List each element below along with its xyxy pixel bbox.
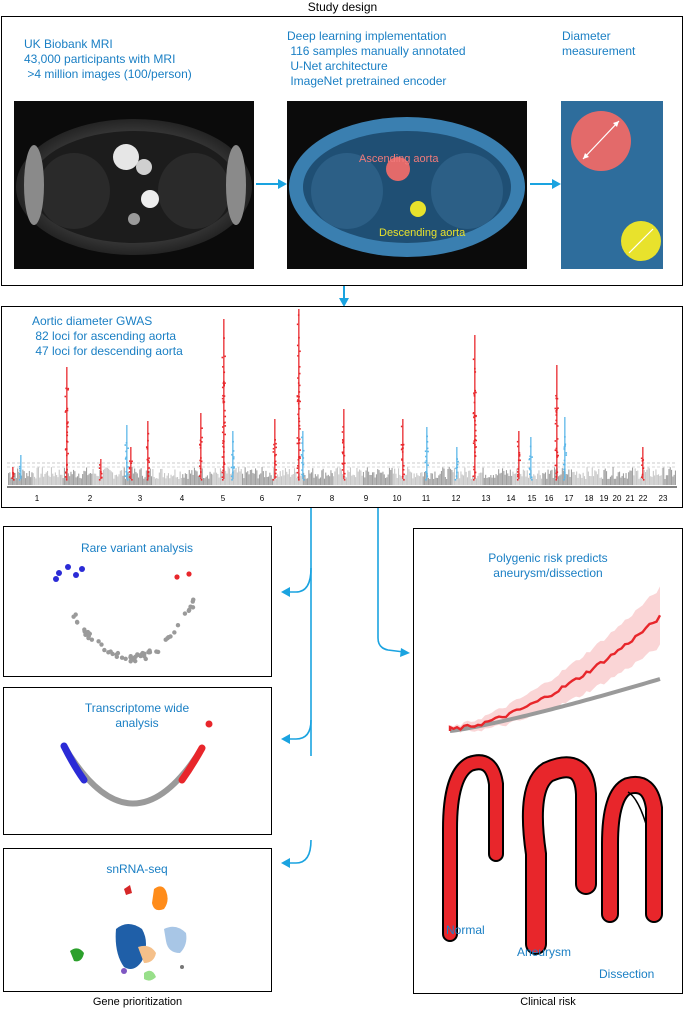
chromosome-label: 11 bbox=[421, 494, 431, 503]
rare-variant-title: Rare variant analysis bbox=[80, 541, 194, 555]
chromosome-label: 9 bbox=[363, 494, 369, 503]
chromosome-label: 21 bbox=[625, 494, 635, 503]
chromosome-label: 10 bbox=[392, 494, 402, 503]
branch-arrows-left bbox=[281, 567, 312, 868]
label-descending-aorta: Descending aorta bbox=[379, 227, 466, 239]
label-dissection: Dissection bbox=[599, 967, 655, 981]
study-design-box: UK Biobank MRI 43,000 participants with … bbox=[1, 16, 683, 286]
chromosome-label: 2 bbox=[87, 494, 93, 503]
chromosome-label: 15 bbox=[527, 494, 537, 503]
chromosome-label: 14 bbox=[506, 494, 516, 503]
panel3-title: Diameter bbox=[562, 29, 611, 43]
label-normal: Normal bbox=[446, 923, 485, 937]
chromosome-label: 19 bbox=[599, 494, 609, 503]
clinical-risk-title-line-1: Polygenic risk predicts bbox=[488, 551, 608, 565]
panel1-line-2: >4 million images (100/person) bbox=[24, 67, 192, 81]
panel1-title: UK Biobank MRI bbox=[24, 37, 113, 51]
chromosome-label: 13 bbox=[481, 494, 491, 503]
aorta-illustrations bbox=[442, 754, 663, 955]
aorta-normal bbox=[442, 754, 504, 942]
chromosome-label: 16 bbox=[544, 494, 554, 503]
clinical-risk-caption: Clinical risk bbox=[520, 996, 576, 1008]
clinical-risk-title-line-2: aneurysm/dissection bbox=[493, 566, 603, 580]
transcriptome-plot bbox=[60, 720, 213, 807]
chromosome-label: 8 bbox=[329, 494, 335, 503]
snrna-box: snRNA-seq bbox=[3, 848, 272, 992]
gwas-box: Aortic diameter GWAS 82 loci for ascendi… bbox=[1, 306, 683, 508]
transcriptome-box: Transcriptome wide analysis bbox=[3, 687, 272, 835]
gwas-line-1: 82 loci for ascending aorta bbox=[32, 329, 177, 343]
panel2-line-1: 116 samples manually annotated bbox=[287, 44, 466, 58]
diameter-measurement-image bbox=[561, 101, 663, 269]
panel2-line-3: ImageNet pretrained encoder bbox=[287, 74, 447, 88]
clinical-risk-box: Polygenic risk predicts aneurysm/dissect… bbox=[413, 528, 683, 994]
chromosome-label: 18 bbox=[584, 494, 594, 503]
chromosome-label: 5 bbox=[220, 494, 226, 503]
branch-connectors bbox=[310, 508, 410, 756]
panel2-title: Deep learning implementation bbox=[287, 29, 447, 43]
panel2-line-2: U-Net architecture bbox=[287, 59, 388, 73]
arrow-down-icon bbox=[339, 286, 349, 307]
umap-plot bbox=[70, 885, 187, 981]
gwas-title: Aortic diameter GWAS bbox=[32, 314, 153, 328]
mri-image-segmentation: Ascending aorta Descending aorta bbox=[287, 101, 527, 269]
gene-prioritization-caption: Gene prioritization bbox=[92, 996, 183, 1008]
chromosome-label: 3 bbox=[137, 494, 143, 503]
risk-curve-plot bbox=[448, 586, 662, 733]
chromosome-label: 1 bbox=[34, 494, 40, 503]
aorta-aneurysm bbox=[521, 756, 597, 955]
study-design-title: Study design bbox=[307, 0, 378, 14]
gwas-line-2: 47 loci for descending aorta bbox=[32, 344, 183, 358]
arrow-right-icon bbox=[530, 179, 561, 189]
chromosome-label: 4 bbox=[179, 494, 185, 503]
transcriptome-title-line-1: Transcriptome wide bbox=[84, 701, 190, 715]
chromosome-label: 6 bbox=[259, 494, 265, 503]
transcriptome-title-line-2: analysis bbox=[115, 716, 159, 730]
chromosome-label: 7 bbox=[296, 494, 302, 503]
rare-variant-plot bbox=[53, 564, 196, 664]
arrow-right-icon bbox=[256, 179, 287, 189]
panel1-line-1: 43,000 participants with MRI bbox=[24, 52, 176, 66]
chromosome-label: 20 bbox=[612, 494, 622, 503]
chromosome-label: 23 bbox=[658, 494, 668, 503]
label-ascending-aorta: Ascending aorta bbox=[359, 153, 439, 165]
mri-image-raw bbox=[14, 101, 254, 269]
chromosome-label: 12 bbox=[451, 494, 461, 503]
chromosome-label: 22 bbox=[638, 494, 648, 503]
label-aneurysm: Aneurysm bbox=[517, 945, 572, 959]
manhattan-plot bbox=[7, 309, 677, 488]
aorta-dissection bbox=[601, 776, 663, 923]
snrna-title: snRNA-seq bbox=[106, 862, 168, 876]
chromosome-label: 17 bbox=[564, 494, 574, 503]
rare-variant-box: Rare variant analysis bbox=[3, 526, 272, 677]
panel3-line-2: measurement bbox=[562, 44, 636, 58]
